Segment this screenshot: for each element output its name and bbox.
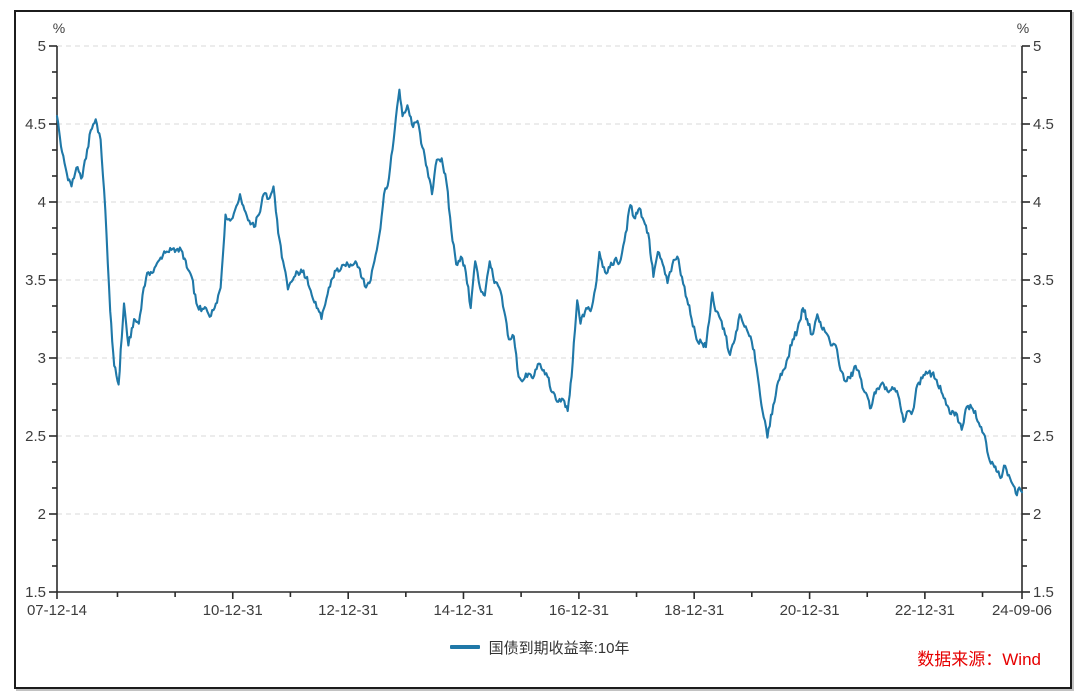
y-axis-tick-label-right: 2.5 [1033, 428, 1054, 445]
y-axis-tick-label-right: 4.5 [1033, 116, 1054, 133]
y-axis-tick-label-right: 2 [1033, 506, 1041, 523]
data-source-note: 数据来源：Wind [917, 650, 1041, 669]
x-axis-tick-label: 10-12-31 [203, 602, 263, 619]
x-axis-tick-label: 20-12-31 [780, 602, 840, 619]
x-axis-tick-label: 14-12-31 [433, 602, 493, 619]
x-axis-tick-label: 07-12-14 [27, 602, 87, 619]
y-axis-tick-label-right: 3 [1033, 350, 1041, 367]
y-axis-tick-label-left: 1.5 [25, 584, 46, 601]
y-axis-tick-label-right: 5 [1033, 38, 1041, 55]
x-axis-tick-label: 12-12-31 [318, 602, 378, 619]
x-axis-tick-label: 24-09-06 [992, 602, 1052, 619]
y-axis-tick-label-left: 2.5 [25, 428, 46, 445]
y-axis-tick-label-left: 3.5 [25, 272, 46, 289]
legend-line-swatch [449, 645, 480, 649]
y-axis-tick-label-left: 5 [38, 38, 46, 55]
x-axis-tick-label: 22-12-31 [895, 602, 955, 619]
y-axis-tick-label-left: 4 [38, 194, 46, 211]
y-axis-unit-left: % [52, 20, 66, 36]
y-axis-tick-label-right: 4 [1033, 194, 1041, 211]
y-axis-unit-right: % [1016, 20, 1030, 36]
legend: 国债到期收益率:10年 [57, 637, 1022, 657]
y-axis-tick-label-right: 3.5 [1033, 272, 1054, 289]
y-axis-tick-label-right: 1.5 [1033, 584, 1054, 601]
legend-label: 国债到期收益率:10年 [488, 639, 630, 657]
y-axis-tick-label-left: 2 [38, 506, 46, 523]
y-axis-tick-label-left: 3 [38, 350, 46, 367]
x-axis-tick-label: 18-12-31 [664, 602, 724, 619]
y-axis-tick-label-left: 4.5 [25, 116, 46, 133]
series-line-10y-yield [55, 88, 1024, 497]
x-axis-tick-label: 16-12-31 [549, 602, 609, 619]
